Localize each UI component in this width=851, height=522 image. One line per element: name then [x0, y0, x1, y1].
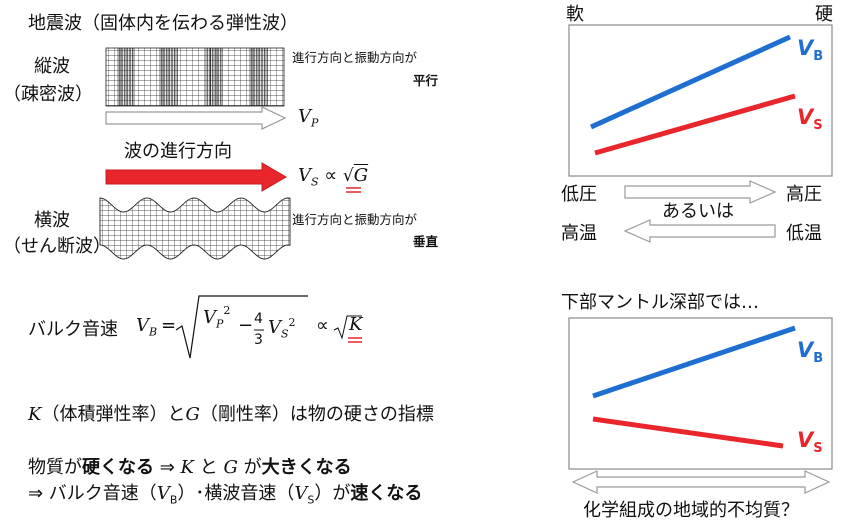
bulk-proportional: ∝ — [316, 315, 329, 336]
p-wave-sublabel: （疎密波） — [3, 84, 93, 105]
p-wave-note: 進行方向と振動方向が — [292, 50, 418, 65]
s-wave-label: 横波 — [34, 210, 70, 231]
k-double-underline — [348, 337, 362, 343]
s-wave-note-perpendicular: 垂直 — [413, 234, 439, 249]
low-pressure-label: 低圧 — [561, 184, 597, 205]
bulk-minus: − — [238, 315, 254, 336]
high-pressure-label: 高圧 — [786, 184, 822, 205]
bulk-velocity-label: バルク音速 — [28, 319, 118, 340]
k-sqrt-radical — [333, 315, 362, 340]
p-wave-grid-diagram — [105, 47, 285, 107]
fraction-numerator: 4 — [254, 311, 263, 327]
plot2-vs-line — [592, 416, 784, 449]
hard-label: 硬 — [815, 4, 833, 25]
seismic-wave-title: 地震波（固体内を伝わる弾性波） — [28, 13, 298, 34]
bulk-vs: VS2 — [268, 316, 296, 341]
g-double-underline — [346, 187, 361, 193]
summary-line-1: 物質が硬くなる ⇒ K と G が大きくなる — [28, 457, 352, 478]
bulk-sqrt-radical — [175, 295, 308, 359]
high-temperature-label: 高温 — [561, 223, 597, 244]
bulk-k: K — [349, 314, 363, 335]
plot2-vb-label: VB — [797, 338, 824, 367]
summary-line-2: ⇒ バルク音速（VB）･横波音速（VS）が速くなる — [28, 483, 423, 507]
bulk-vb: VB — [136, 315, 158, 339]
plot1-vs-line — [594, 93, 796, 156]
direction-label: 波の進行方向 — [124, 141, 232, 162]
low-temperature-label: 低温 — [786, 223, 822, 244]
fraction-denominator: 3 — [254, 332, 263, 348]
plot1-vs-label: VS — [797, 105, 823, 134]
or-label: あるいは — [662, 201, 734, 222]
plot1-vb-line — [589, 34, 792, 130]
double-headed-arrow — [571, 470, 831, 494]
temperature-arrow-left — [623, 219, 776, 243]
wave-direction-arrow — [105, 162, 287, 192]
p-wave-direction-arrow — [105, 106, 287, 130]
plot1-vb-label: VB — [797, 36, 824, 65]
lower-mantle-title: 下部マントル深部では… — [561, 292, 759, 313]
vs-proportional-formula: VS ∝ √G — [298, 165, 369, 189]
plot2-vb-line — [592, 325, 796, 399]
moduli-description: K（体積弾性率）とG（剛性率）は物の硬さの指標 — [28, 404, 434, 425]
p-wave-label: 縦波 — [34, 56, 70, 77]
pressure-arrow-right — [624, 180, 777, 204]
chemical-heterogeneity-question: 化学組成の地域的不均質？ — [583, 500, 799, 521]
s-wave-grid-diagram — [99, 197, 291, 260]
bulk-vp: VP2 — [203, 304, 231, 331]
s-wave-sublabel: （せん断波） — [3, 236, 111, 257]
soft-label: 軟 — [566, 4, 584, 25]
bulk-equals: = — [161, 315, 177, 336]
plot2-vs-label: VS — [797, 428, 823, 457]
plot2-frame — [568, 317, 833, 470]
plot1-frame — [568, 24, 833, 177]
vp-label: VP — [298, 106, 319, 130]
s-wave-note: 進行方向と振動方向が — [292, 212, 418, 227]
p-wave-note-parallel: 平行 — [413, 73, 439, 88]
